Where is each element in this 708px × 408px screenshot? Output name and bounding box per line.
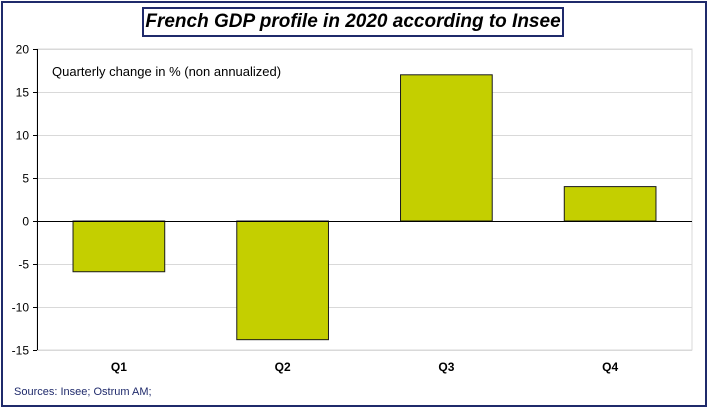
x-tick-label: Q2	[275, 360, 291, 374]
axes	[33, 49, 692, 351]
y-tick-label: -5	[18, 258, 29, 272]
x-tick-label: Q1	[111, 360, 127, 374]
axis-labels: -15 -10 -5 0 5 10 15 20 Q1 Q2 Q3 Q4	[12, 43, 619, 375]
x-tick-label: Q3	[438, 360, 454, 374]
y-tick-label: 10	[16, 129, 30, 143]
y-tick-label: 5	[22, 172, 29, 186]
source-note: Sources: Insee; Ostrum AM;	[14, 386, 152, 398]
y-tick-label: -15	[12, 344, 30, 358]
chart-annotation: Quarterly change in % (non annualized)	[52, 64, 281, 79]
bar-q1	[72, 220, 166, 273]
y-tick-label: 20	[16, 43, 30, 57]
y-tick-label: -10	[12, 301, 30, 315]
bars	[72, 74, 657, 341]
chart-title: French GDP profile in 2020 according to …	[145, 11, 561, 32]
bar-q3	[400, 74, 493, 222]
bar-q4	[563, 186, 657, 222]
bar-q2	[236, 220, 329, 341]
y-tick-label: 0	[22, 215, 29, 229]
chart-title-box: French GDP profile in 2020 according to …	[142, 7, 564, 37]
y-tick-label: 15	[16, 86, 30, 100]
x-tick-label: Q4	[602, 360, 618, 374]
